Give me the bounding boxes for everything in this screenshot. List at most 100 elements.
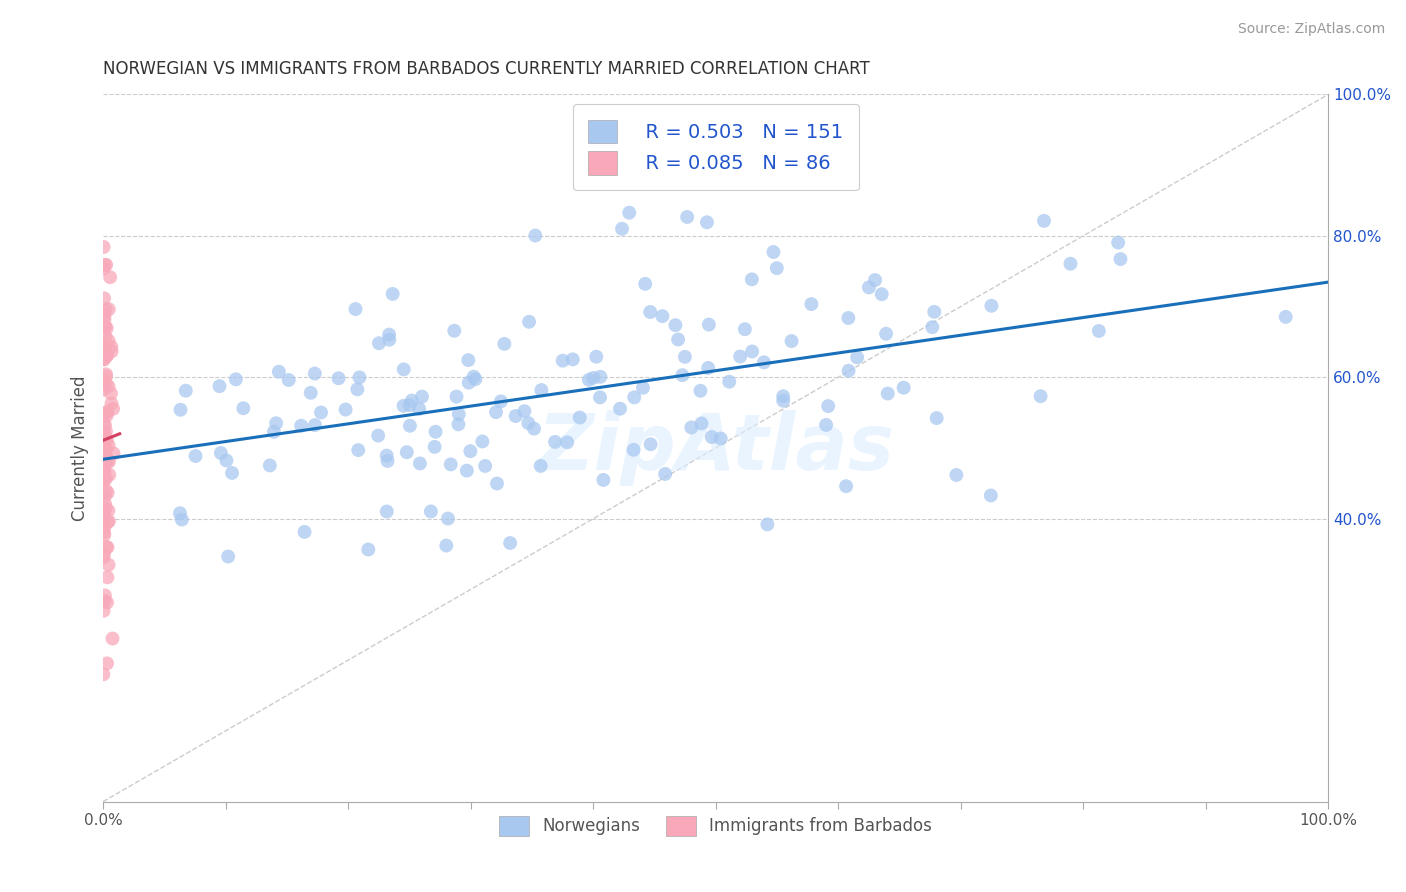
Point — [980, 299, 1002, 313]
Point — [96, 346, 118, 360]
Point — [94, 302, 117, 317]
Point — [94, 452, 117, 467]
Point — [875, 326, 897, 341]
Point — [870, 287, 893, 301]
Point — [544, 434, 567, 449]
Point — [93, 312, 115, 326]
Point — [523, 422, 546, 436]
Point — [97, 514, 120, 528]
Point — [681, 420, 703, 434]
Point — [347, 443, 370, 458]
Point — [335, 402, 357, 417]
Point — [94, 589, 117, 603]
Point — [93, 426, 115, 441]
Point — [93, 508, 115, 522]
Point — [578, 373, 600, 387]
Point — [858, 280, 880, 294]
Point — [221, 466, 243, 480]
Point — [392, 399, 415, 413]
Point — [893, 381, 915, 395]
Point — [710, 432, 733, 446]
Point — [377, 454, 399, 468]
Point — [485, 476, 508, 491]
Point — [530, 383, 553, 397]
Point — [96, 450, 118, 465]
Point — [671, 368, 693, 383]
Point — [93, 309, 115, 323]
Point — [174, 384, 197, 398]
Point — [395, 445, 418, 459]
Point — [1033, 214, 1056, 228]
Point — [232, 401, 254, 416]
Point — [94, 424, 117, 438]
Point — [93, 519, 115, 533]
Point — [101, 632, 124, 646]
Point — [294, 524, 316, 539]
Point — [408, 401, 430, 416]
Point — [97, 503, 120, 517]
Point — [457, 376, 479, 390]
Point — [411, 390, 433, 404]
Point — [876, 386, 898, 401]
Point — [93, 340, 115, 354]
Point — [718, 375, 741, 389]
Point — [93, 467, 115, 481]
Point — [93, 343, 115, 358]
Point — [94, 483, 117, 498]
Point — [100, 386, 122, 401]
Point — [619, 205, 641, 219]
Point — [457, 353, 479, 368]
Point — [93, 464, 115, 478]
Point — [734, 322, 756, 336]
Point — [93, 604, 115, 618]
Point — [456, 464, 478, 478]
Point — [96, 570, 118, 584]
Point — [434, 539, 457, 553]
Point — [772, 393, 794, 408]
Point — [93, 261, 115, 276]
Point — [264, 416, 287, 430]
Point — [582, 371, 605, 385]
Point — [690, 417, 713, 431]
Point — [96, 349, 118, 363]
Point — [97, 404, 120, 418]
Point — [1029, 389, 1052, 403]
Point — [517, 416, 540, 430]
Point — [93, 352, 115, 367]
Point — [277, 373, 299, 387]
Point — [772, 389, 794, 403]
Point — [94, 497, 117, 511]
Point — [838, 364, 860, 378]
Point — [499, 536, 522, 550]
Point — [169, 506, 191, 520]
Point — [93, 291, 115, 305]
Point — [664, 318, 686, 333]
Point — [398, 398, 420, 412]
Point — [589, 369, 612, 384]
Point — [96, 409, 118, 423]
Point — [96, 596, 118, 610]
Point — [980, 488, 1002, 502]
Point — [93, 525, 115, 540]
Point — [464, 372, 486, 386]
Point — [447, 417, 470, 432]
Point — [419, 504, 441, 518]
Point — [184, 449, 207, 463]
Point — [259, 458, 281, 473]
Point — [471, 434, 494, 449]
Point — [103, 446, 125, 460]
Point — [524, 228, 547, 243]
Point — [368, 336, 391, 351]
Point — [589, 390, 612, 404]
Point — [94, 376, 117, 391]
Point — [97, 302, 120, 317]
Point — [94, 457, 117, 471]
Point — [489, 394, 512, 409]
Y-axis label: Currently Married: Currently Married — [72, 376, 89, 521]
Point — [592, 473, 614, 487]
Point — [96, 657, 118, 671]
Point — [96, 540, 118, 554]
Point — [741, 344, 763, 359]
Point — [1107, 235, 1129, 250]
Point — [673, 350, 696, 364]
